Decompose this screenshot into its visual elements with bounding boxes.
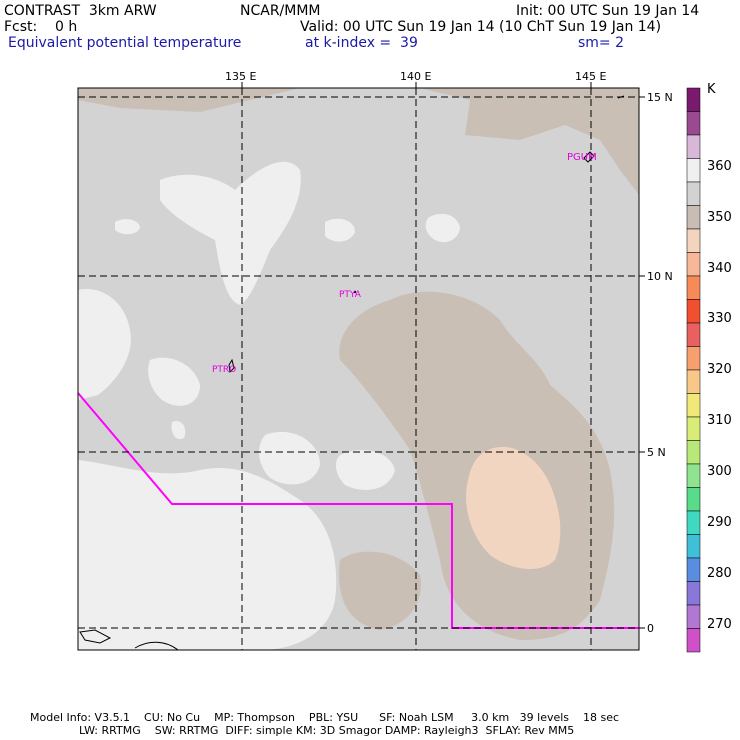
colorbar-label: 360 (707, 159, 732, 174)
producer-label: NCAR/MMM (240, 3, 321, 19)
colorbar-cell (686, 510, 701, 535)
colorbar-cell (686, 181, 701, 206)
map-frame (77, 87, 640, 651)
colorbar-cell (686, 440, 701, 465)
colorbar-cell (686, 299, 701, 324)
island-yap (353, 290, 357, 294)
lon-label: 145 E (575, 70, 607, 83)
colorbar-label: 350 (707, 210, 732, 225)
product-title: CONTRAST 3km ARW (4, 3, 157, 19)
cool-patch-2 (258, 431, 320, 485)
lat-label: 15 N (647, 91, 673, 104)
colorbar-cell (686, 369, 701, 394)
smoothing-label: sm= 2 (578, 35, 625, 51)
colorbar-cell (686, 557, 701, 582)
cool-region-southwest (78, 460, 337, 650)
colorbar-unit: K (707, 82, 716, 97)
lon-label: 140 E (400, 70, 432, 83)
warm-region-north (78, 88, 639, 195)
colorbar-cell (686, 393, 701, 418)
colorbar-label: 280 (707, 566, 732, 581)
field-name: Equivalent potential temperature (8, 35, 242, 51)
station-label: PTRO (212, 365, 237, 375)
cool-patch-5 (325, 218, 355, 242)
colorbar-cell (686, 111, 701, 136)
colorbar-label: 340 (707, 261, 732, 276)
colorbar-label: 270 (707, 617, 732, 632)
island-guam (583, 151, 595, 163)
colorbar-cell (686, 252, 701, 277)
init-time: Init: 00 UTC Sun 19 Jan 14 (516, 3, 700, 19)
lat-label: 0 (647, 622, 654, 635)
colorbar-cell (686, 628, 701, 653)
colorbar-cell (686, 228, 701, 253)
island-palau (228, 358, 235, 374)
warm-region-south (339, 551, 421, 630)
colorbar (686, 87, 701, 653)
cool-patch-4 (425, 213, 460, 243)
colorbar-cell (686, 346, 701, 371)
colorbar-cell (686, 463, 701, 488)
station-label: PGUM (567, 152, 597, 163)
cool-patch-1 (148, 357, 200, 406)
valid-time: Valid: 00 UTC Sun 19 Jan 14 (10 ChT Sun … (300, 19, 662, 35)
model-info-line1: Model Info: V3.5.1 CU: No Cu MP: Thompso… (30, 711, 620, 724)
colorbar-cell (686, 487, 701, 512)
colorbar-label: 290 (707, 515, 732, 530)
lon-label: 135 E (225, 70, 257, 83)
model-info-line2: LW: RRTMG SW: RRTMG DIFF: simple KM: 3D … (30, 724, 575, 737)
colorbar-cell (686, 158, 701, 183)
boundary-line (78, 392, 639, 629)
colorbar-cell (686, 581, 701, 606)
lat-label: 5 N (647, 446, 666, 459)
level-label: at k-index = 39 (305, 35, 418, 51)
cool-region-west (78, 289, 131, 400)
colorbar-cell (686, 87, 701, 112)
forecast-hour: Fcst: 0 h (4, 19, 78, 35)
lat-label: 10 N (647, 270, 673, 283)
coastline-sw (79, 629, 112, 644)
cool-patch-3 (335, 450, 395, 490)
colorbar-cell (686, 534, 701, 559)
colorbar-cell (686, 134, 701, 159)
cool-patch-7 (171, 421, 186, 440)
map-field (78, 88, 639, 650)
colorbar-label: 300 (707, 464, 732, 479)
colorbar-cell (686, 604, 701, 629)
graticule (78, 88, 639, 650)
colorbar-cell (686, 275, 701, 300)
tick-marks (241, 82, 645, 629)
cool-patch-6 (115, 219, 140, 235)
colorbar-cell (686, 205, 701, 230)
station-label: PTYA (339, 290, 361, 300)
peak-theta-e-core (466, 446, 561, 570)
colorbar-label: 310 (707, 413, 732, 428)
colorbar-label: 330 (707, 311, 732, 326)
colorbar-cell (686, 416, 701, 441)
coastline-south (134, 641, 179, 650)
colorbar-label: 320 (707, 362, 732, 377)
colorbar-cell (686, 322, 701, 347)
cool-region-north (160, 161, 301, 305)
